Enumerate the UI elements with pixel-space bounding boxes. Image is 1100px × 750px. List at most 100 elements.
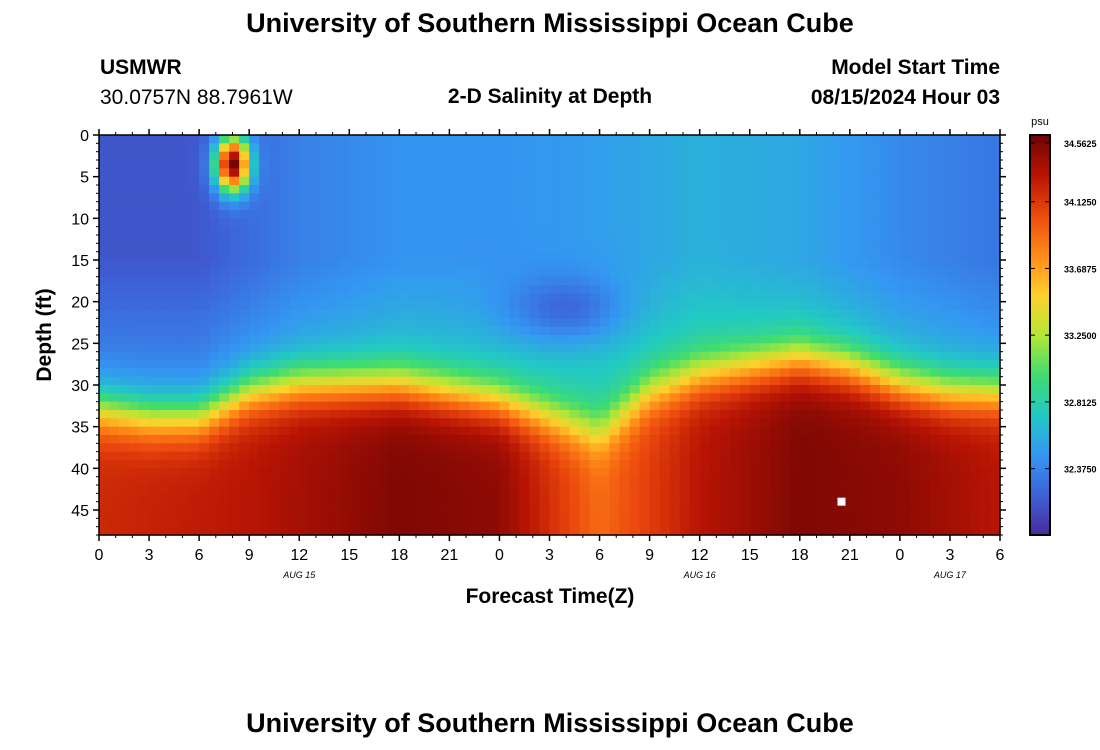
heatmap-cell <box>929 235 941 244</box>
heatmap-cell <box>989 376 1001 386</box>
heatmap-cell <box>849 268 861 278</box>
heatmap-cell <box>449 251 460 261</box>
heatmap-cell <box>479 218 491 228</box>
heatmap-cell <box>619 318 631 328</box>
heatmap-cell <box>489 351 501 361</box>
heatmap-cell <box>469 343 481 353</box>
heatmap-cell <box>439 518 450 528</box>
heatmap-cell <box>849 176 861 186</box>
heatmap-cell <box>399 235 410 244</box>
heatmap-cell <box>779 301 791 311</box>
heatmap-cell <box>779 168 791 178</box>
heatmap-cell <box>239 526 250 536</box>
heatmap-cell <box>539 226 551 236</box>
heatmap-cell <box>399 151 410 161</box>
heatmap-cell <box>529 401 541 411</box>
heatmap-cell <box>889 343 901 353</box>
heatmap-cell <box>459 435 471 444</box>
heatmap-cell <box>839 401 851 411</box>
heatmap-cell <box>349 418 360 428</box>
heatmap-cell <box>669 476 681 486</box>
heatmap-cell <box>499 335 511 344</box>
heatmap-cell <box>709 226 721 236</box>
heatmap-cell <box>989 501 1001 511</box>
heatmap-cell <box>879 368 891 378</box>
heatmap-cell <box>369 176 380 186</box>
heatmap-cell <box>219 343 230 353</box>
heatmap-cell <box>599 476 611 486</box>
heatmap-cell <box>909 226 921 236</box>
heatmap-cell <box>859 385 871 394</box>
heatmap-cell <box>539 451 551 461</box>
heatmap-cell <box>179 351 190 361</box>
heatmap-cell <box>249 168 260 178</box>
heatmap-cell <box>609 518 621 528</box>
heatmap-cell <box>779 276 791 286</box>
heatmap-cell <box>439 185 450 194</box>
heatmap-cell <box>809 243 821 253</box>
heatmap-cell <box>619 368 631 378</box>
heatmap-cell <box>769 151 781 161</box>
heatmap-cell <box>759 218 771 228</box>
y-tick-label: 20 <box>71 295 89 312</box>
heatmap-cell <box>439 360 450 369</box>
heatmap-cell <box>279 326 290 336</box>
heatmap-cell <box>829 451 841 461</box>
heatmap-cell <box>639 285 651 294</box>
heatmap-cell <box>379 176 390 186</box>
heatmap-cell <box>169 318 180 328</box>
heatmap-cell <box>639 335 651 344</box>
heatmap-cell <box>789 435 801 444</box>
heatmap-cell <box>649 476 661 486</box>
heatmap-cell <box>139 451 150 461</box>
heatmap-cell <box>609 151 621 161</box>
heatmap-cell <box>849 276 861 286</box>
heatmap-cell <box>809 301 821 311</box>
heatmap-cell <box>259 451 270 461</box>
heatmap-cell <box>209 493 220 503</box>
heatmap-cell <box>299 351 310 361</box>
heatmap-cell <box>449 326 460 336</box>
heatmap-cell <box>889 301 901 311</box>
heatmap-cell <box>499 518 511 528</box>
heatmap-cell <box>269 193 280 203</box>
heatmap-cell <box>369 293 380 303</box>
heatmap-cell <box>529 460 541 469</box>
heatmap-cell <box>899 485 911 494</box>
heatmap-cell <box>979 393 991 403</box>
heatmap-cell <box>759 476 771 486</box>
heatmap-cell <box>219 401 230 411</box>
heatmap-cell <box>499 210 511 219</box>
heatmap-cell <box>789 476 801 486</box>
heatmap-cell <box>109 193 120 203</box>
heatmap-cell <box>349 160 360 169</box>
heatmap-cell <box>249 260 260 269</box>
heatmap-cell <box>699 518 711 528</box>
heatmap-cell <box>339 160 350 169</box>
heatmap-cell <box>639 210 651 219</box>
heatmap-cell <box>809 160 821 169</box>
heatmap-cell <box>919 151 931 161</box>
heatmap-cell <box>649 368 661 378</box>
heatmap-cell <box>969 251 981 261</box>
heatmap-cell <box>929 526 941 536</box>
heatmap-cell <box>879 285 891 294</box>
heatmap-cell <box>989 451 1001 461</box>
heatmap-cell <box>949 326 961 336</box>
heatmap-cell <box>499 201 511 211</box>
heatmap-cell <box>369 185 380 194</box>
heatmap-cell <box>579 301 591 311</box>
heatmap-cell <box>889 435 901 444</box>
heatmap-cell <box>149 218 160 228</box>
heatmap-cell <box>369 210 380 219</box>
heatmap-cell <box>449 285 460 294</box>
heatmap-cell <box>459 260 471 269</box>
heatmap-cell <box>509 310 521 319</box>
heatmap-cell <box>309 301 320 311</box>
heatmap-cell <box>299 235 310 244</box>
heatmap-cell <box>649 176 661 186</box>
heatmap-cell <box>619 260 631 269</box>
heatmap-cell <box>889 310 901 319</box>
heatmap-cell <box>949 493 961 503</box>
heatmap-cell <box>419 476 430 486</box>
